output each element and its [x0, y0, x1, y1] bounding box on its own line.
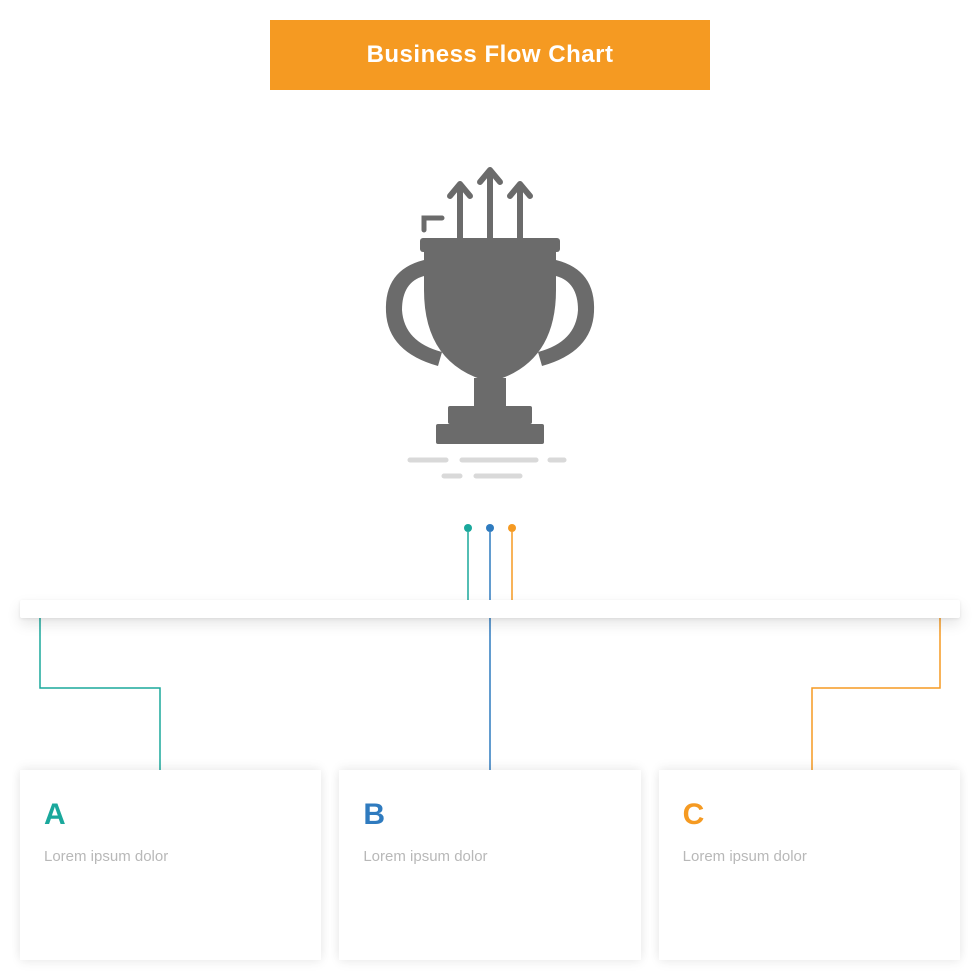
line-a	[40, 532, 468, 774]
card-c: C Lorem ipsum dolor	[659, 770, 960, 960]
line-c	[512, 532, 940, 774]
dot-c	[508, 524, 516, 532]
card-a-text: Lorem ipsum dolor	[44, 846, 297, 869]
card-row: A Lorem ipsum dolor B Lorem ipsum dolor …	[20, 770, 960, 960]
card-b-text: Lorem ipsum dolor	[363, 846, 616, 869]
header-banner: Business Flow Chart	[270, 20, 710, 90]
card-b: B Lorem ipsum dolor	[339, 770, 640, 960]
connector-lines	[0, 528, 980, 808]
card-c-letter: C	[683, 798, 936, 832]
trophy-growth-icon	[350, 160, 630, 490]
card-a-letter: A	[44, 798, 297, 832]
arrow-up-icon	[450, 170, 530, 238]
card-b-letter: B	[363, 798, 616, 832]
card-a: A Lorem ipsum dolor	[20, 770, 321, 960]
dot-b	[486, 524, 494, 532]
connector-dots	[464, 524, 516, 532]
divider-shelf	[20, 600, 960, 618]
dot-a	[464, 524, 472, 532]
card-c-text: Lorem ipsum dolor	[683, 846, 936, 869]
header-title: Business Flow Chart	[367, 41, 614, 69]
